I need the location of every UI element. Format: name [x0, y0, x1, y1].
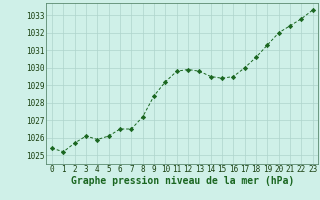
X-axis label: Graphe pression niveau de la mer (hPa): Graphe pression niveau de la mer (hPa): [71, 176, 294, 186]
